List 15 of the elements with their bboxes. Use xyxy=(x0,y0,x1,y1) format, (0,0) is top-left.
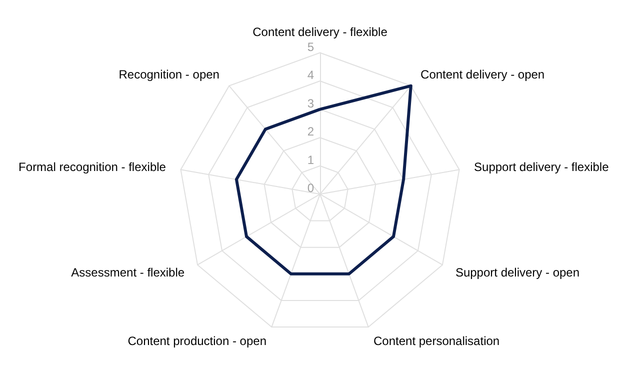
y-tick-label: 5 xyxy=(307,40,314,54)
y-tick-label: 0 xyxy=(307,181,314,196)
spoke-label: Support delivery - open xyxy=(455,265,580,280)
spoke-label: Content personalisation xyxy=(373,334,500,348)
spoke-label: Content production - open xyxy=(128,334,267,348)
spoke-label: Content delivery - open xyxy=(420,67,545,82)
spoke-label: Assessment - flexible xyxy=(71,265,185,280)
spoke-label: Support delivery - flexible xyxy=(474,160,610,174)
y-tick-label: 1 xyxy=(307,152,314,167)
y-tick-label: 2 xyxy=(307,124,314,139)
y-tick-label: 4 xyxy=(307,68,314,82)
spoke-label: Formal recognition - flexible xyxy=(18,160,166,174)
y-tick-label: 3 xyxy=(307,96,314,110)
spoke-label: Content delivery - flexible xyxy=(252,24,388,39)
spoke-label: Recognition - open xyxy=(118,67,220,82)
